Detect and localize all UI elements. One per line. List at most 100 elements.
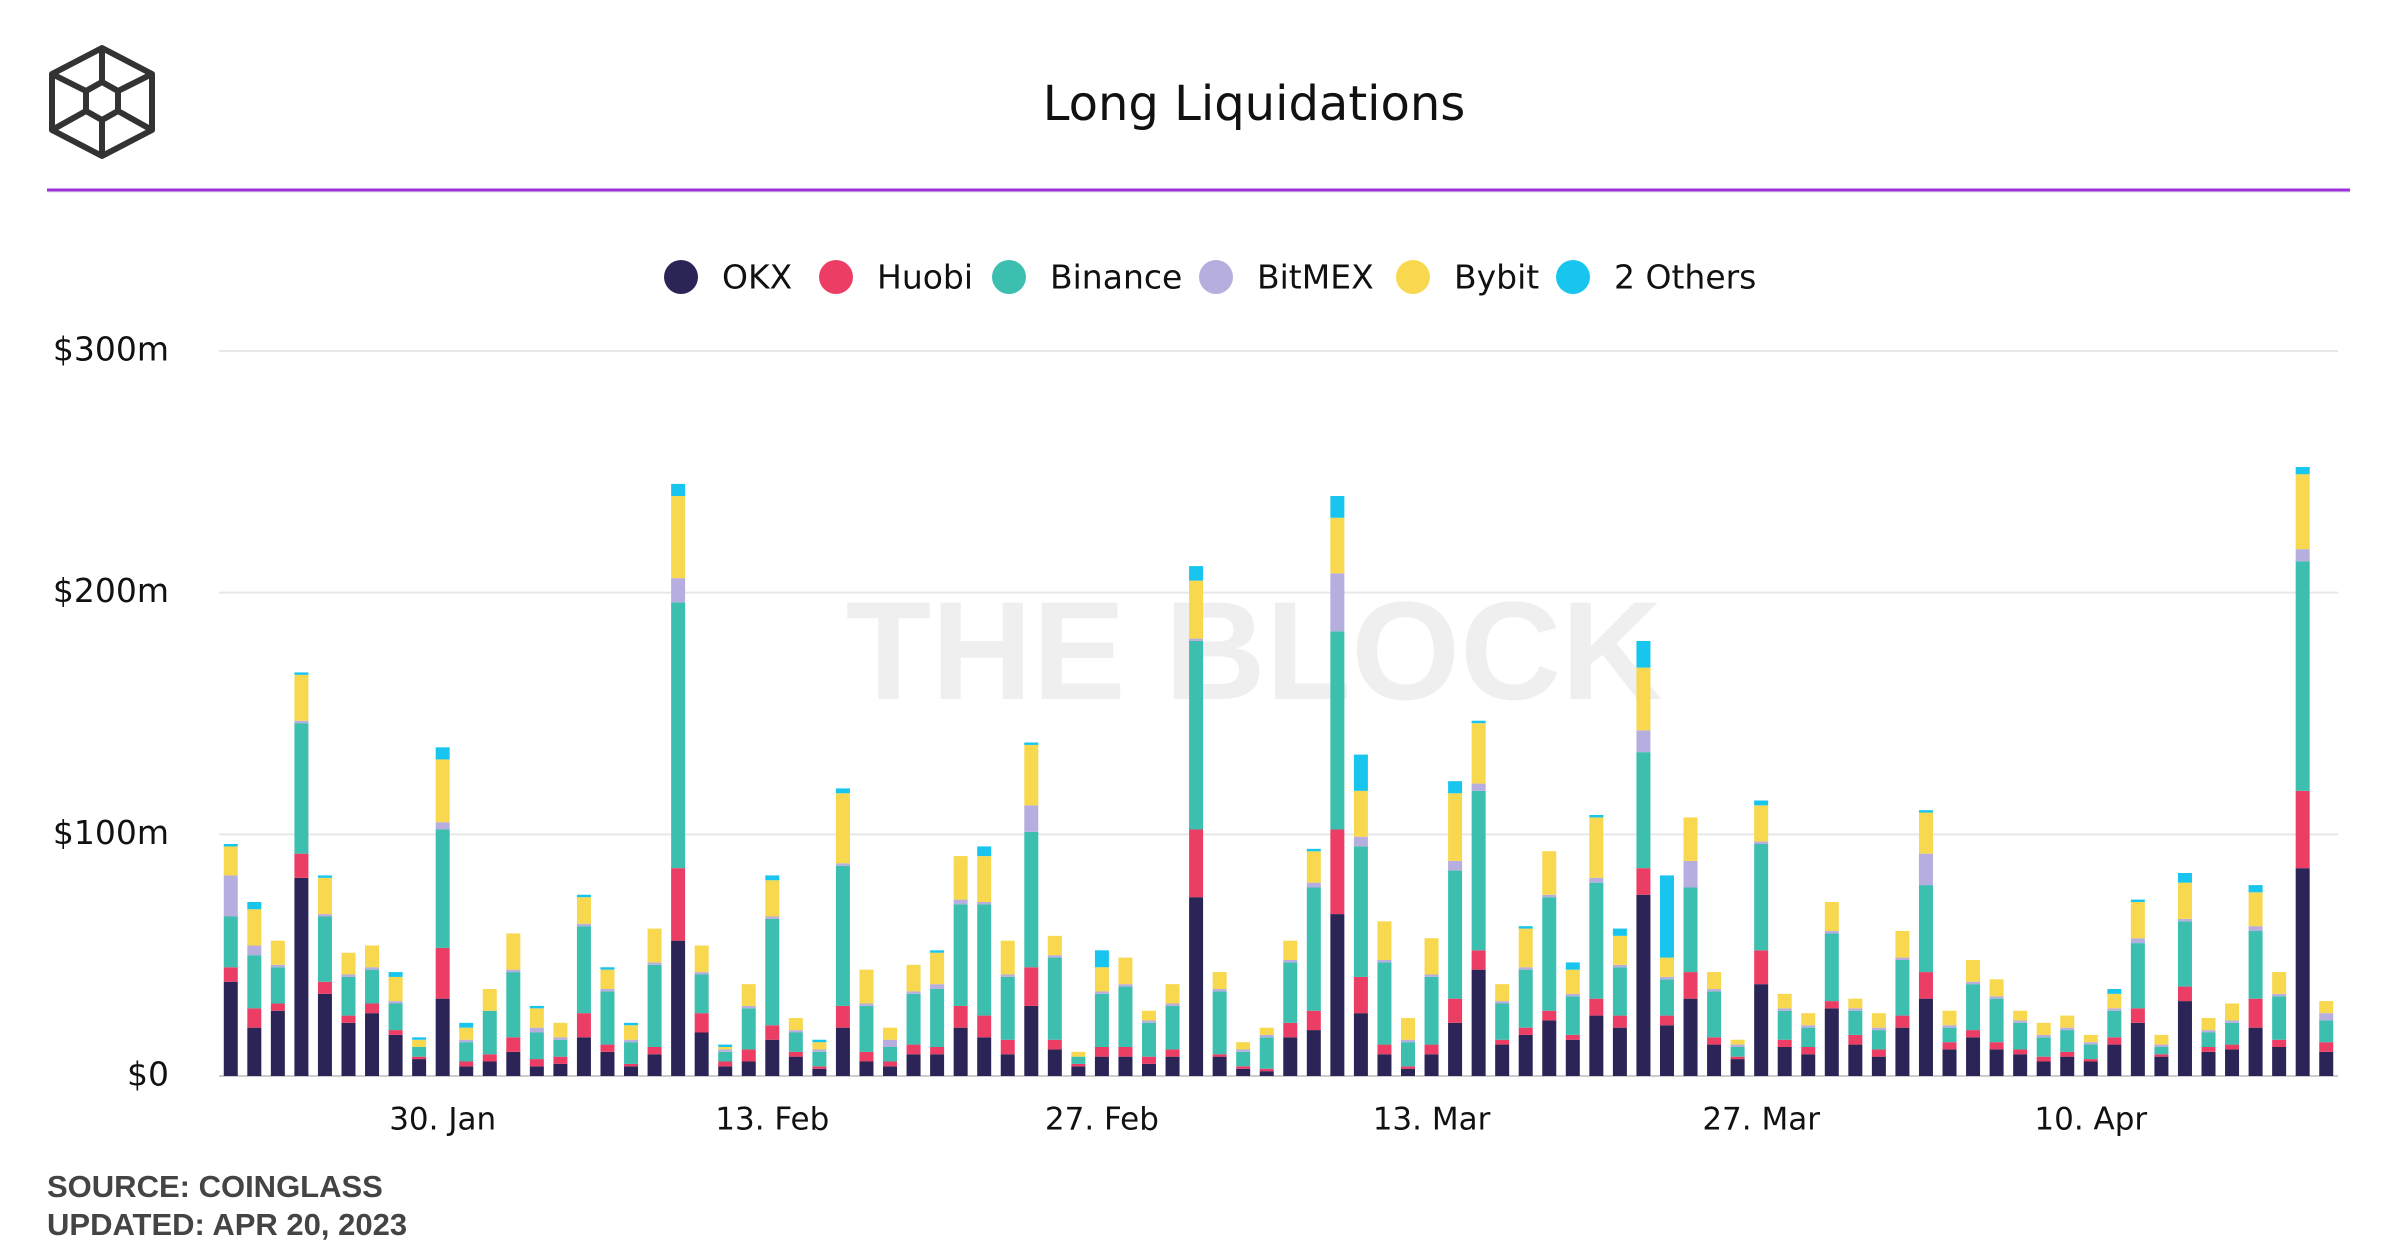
bar-segment — [482, 1010, 497, 1055]
bar-segment — [647, 1054, 662, 1076]
bar-segment — [2154, 1044, 2169, 1047]
bar-segment — [1518, 926, 1533, 929]
bar-segment — [1966, 1030, 1981, 1038]
bar-segment — [2248, 892, 2263, 927]
bar-segment — [2130, 899, 2145, 902]
bar-segment — [1306, 1030, 1321, 1076]
bar-segment — [1589, 817, 1604, 878]
legend-label: Huobi — [877, 258, 973, 297]
bar-segment — [576, 1013, 591, 1038]
bar-segment — [977, 846, 992, 857]
x-tick-label: 13. Feb — [715, 1102, 829, 1138]
bar-segment — [1400, 1039, 1415, 1043]
bar-segment — [1377, 1054, 1392, 1076]
bar-segment — [1400, 1066, 1415, 1069]
bar-segment — [930, 984, 945, 989]
bar-segment — [2319, 1020, 2334, 1043]
bar-segment — [671, 602, 686, 869]
bar-segment — [1024, 1005, 1039, 1076]
bar-segment — [553, 1056, 568, 1064]
bar-segment — [317, 877, 332, 915]
bar-segment — [1966, 1037, 1981, 1076]
bar-segment — [2272, 996, 2287, 1040]
bar-segment — [270, 1003, 285, 1011]
bar-segment — [1024, 742, 1039, 745]
bar-segment — [859, 969, 874, 1004]
bar-segment — [1542, 1010, 1557, 1021]
bar-segment — [1165, 984, 1180, 1004]
bar-segment — [388, 1001, 403, 1004]
legend-label: Bybit — [1454, 258, 1539, 297]
bar-segment — [1636, 730, 1651, 753]
bar-segment — [317, 993, 332, 1076]
bar-segment — [2177, 882, 2192, 919]
bar-segment — [977, 1015, 992, 1038]
bar-segment — [2248, 926, 2263, 931]
bar-segment — [1777, 1008, 1792, 1011]
bar-segment — [1024, 831, 1039, 968]
bar-segment — [1424, 938, 1439, 975]
bar-segment — [2013, 1020, 2028, 1023]
bar-segment — [1895, 957, 1910, 960]
bar-segment — [553, 1037, 568, 1040]
x-tick-label: 27. Feb — [1045, 1102, 1159, 1138]
bar-segment — [1142, 1020, 1157, 1023]
bar-segment — [247, 902, 262, 910]
legend-swatch — [1556, 260, 1590, 294]
bar-segment — [1306, 1010, 1321, 1031]
legend-label: Binance — [1050, 258, 1182, 297]
bar-segment — [1824, 902, 1839, 931]
bar-segment — [1942, 1025, 1957, 1028]
bar-segment — [906, 993, 921, 1045]
bar-segment — [1165, 1005, 1180, 1050]
bar-segment — [1518, 928, 1533, 968]
bar-segment — [1683, 887, 1698, 973]
bar-segment — [1189, 566, 1204, 581]
bar-segment — [741, 984, 756, 1006]
bar-segment — [741, 1061, 756, 1076]
bar-segment — [317, 916, 332, 982]
bar-segment — [2130, 943, 2145, 1009]
bar-segment — [1565, 1034, 1580, 1040]
bar-segment — [953, 1027, 968, 1076]
bar-segment — [2177, 921, 2192, 987]
bar-segment — [1118, 986, 1133, 1047]
bar-segment — [2130, 1008, 2145, 1023]
bar-segment — [835, 793, 850, 864]
bar-segment — [1895, 1027, 1910, 1076]
bar-segment — [2130, 902, 2145, 939]
bar-segment — [2130, 938, 2145, 944]
bar-segment — [2272, 1039, 2287, 1047]
bar-segment — [1448, 1022, 1463, 1076]
bar-segment — [788, 1051, 803, 1057]
bar-segment — [1542, 1020, 1557, 1076]
bar-segment — [576, 894, 591, 898]
bar-segment — [765, 880, 780, 917]
bar-segment — [2083, 1042, 2098, 1045]
bar-segment — [1518, 1027, 1533, 1035]
bar-segment — [2295, 549, 2310, 562]
bar-segment — [1142, 1063, 1157, 1076]
bar-segment — [506, 969, 521, 973]
bar-segment — [883, 1039, 898, 1047]
bar-segment — [1636, 641, 1651, 668]
bar-segment — [2107, 1044, 2122, 1076]
bar-segment — [741, 1008, 756, 1050]
bar-segment — [1542, 897, 1557, 1011]
bar-segment — [1777, 993, 1792, 1009]
bar-segment — [2154, 1047, 2169, 1055]
bar-segment — [2201, 1051, 2216, 1076]
bar-segment — [223, 846, 238, 876]
bar-segment — [1518, 967, 1533, 970]
bar-segment — [953, 904, 968, 1006]
bar-segment — [1495, 1003, 1510, 1040]
bar-segment — [1047, 935, 1062, 956]
bar-segment — [1659, 1025, 1674, 1076]
bar-segment — [2295, 561, 2310, 791]
bar-segment — [388, 1034, 403, 1076]
bar-segment — [600, 969, 615, 989]
bar-segment — [1283, 1037, 1298, 1076]
bar-segment — [1730, 1047, 1745, 1057]
bar-segment — [1589, 815, 1604, 818]
bar-segment — [1801, 1013, 1816, 1026]
